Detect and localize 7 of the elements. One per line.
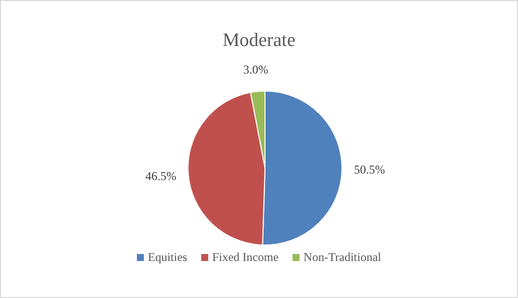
chart-title: Moderate xyxy=(222,30,296,51)
data-label: 46.5% xyxy=(145,168,176,183)
legend-label: Non-Traditional xyxy=(304,250,382,264)
legend-label: Equities xyxy=(148,250,188,264)
data-label: 50.5% xyxy=(354,162,385,177)
legend-label: Fixed Income xyxy=(212,250,279,264)
data-label: 3.0% xyxy=(243,62,268,76)
